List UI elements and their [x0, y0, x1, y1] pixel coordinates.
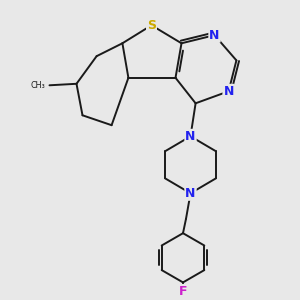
Text: N: N: [209, 29, 220, 42]
Text: N: N: [185, 130, 196, 143]
Text: CH₃: CH₃: [30, 81, 45, 90]
Text: N: N: [185, 187, 196, 200]
Text: N: N: [224, 85, 234, 98]
Text: S: S: [147, 19, 156, 32]
Text: F: F: [179, 285, 187, 298]
